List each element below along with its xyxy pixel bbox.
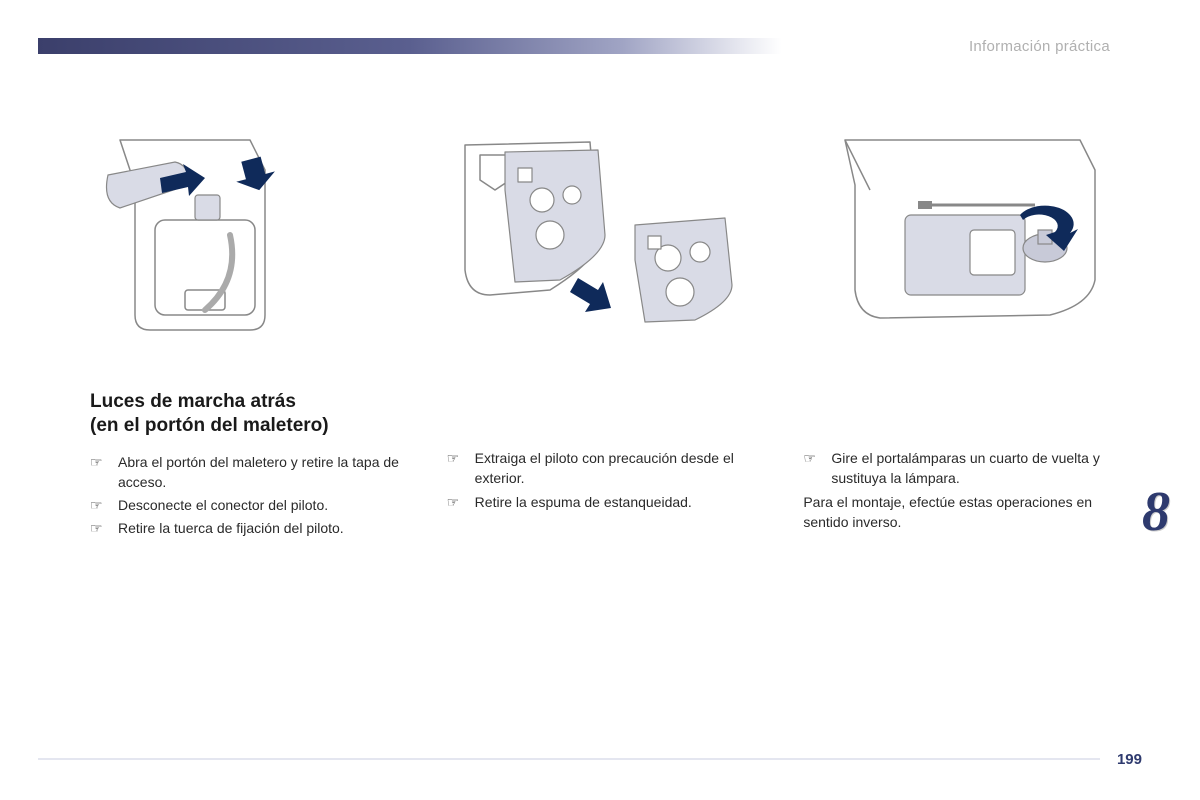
step-item: Extraiga el piloto con precaución desde … (447, 448, 764, 489)
heading-line-1: Luces de marcha atrás (90, 391, 296, 412)
steps-list-2: Extraiga el piloto con precaución desde … (447, 448, 764, 512)
step-item: Retire la espuma de estanqueidad. (447, 492, 764, 512)
assembly-note: Para el montaje, efectúe estas operacion… (803, 492, 1120, 533)
heading-line-2: (en el portón del maletero) (90, 415, 329, 436)
page-number: 199 (1117, 751, 1142, 768)
figure-3-rotate-bulb-holder (810, 130, 1120, 350)
header-gradient-bar (38, 38, 1100, 54)
column-3: Gire el portalámparas un cuarto de vuelt… (803, 390, 1120, 542)
column-1: Luces de marcha atrás (en el portón del … (90, 390, 407, 542)
step-item: Retire la tuerca de fijación del piloto. (90, 518, 407, 538)
illustration-row (90, 130, 1120, 370)
footer-divider (38, 758, 1100, 760)
chapter-number: 8 (1142, 480, 1170, 544)
column-2: Extraiga el piloto con precaución desde … (447, 390, 764, 542)
section-label: Información práctica (969, 38, 1110, 55)
step-item: Gire el portalámparas un cuarto de vuelt… (803, 448, 1120, 489)
steps-list-3: Gire el portalámparas un cuarto de vuelt… (803, 448, 1120, 489)
body-columns: Luces de marcha atrás (en el portón del … (90, 390, 1120, 542)
step-item: Desconecte el conector del piloto. (90, 495, 407, 515)
section-heading: Luces de marcha atrás (en el portón del … (90, 390, 407, 438)
step-item: Abra el portón del maletero y retire la … (90, 452, 407, 493)
steps-list-1: Abra el portón del maletero y retire la … (90, 452, 407, 539)
figure-2-extract-lamp-unit (450, 130, 760, 350)
figure-1-remove-cover (90, 130, 400, 350)
